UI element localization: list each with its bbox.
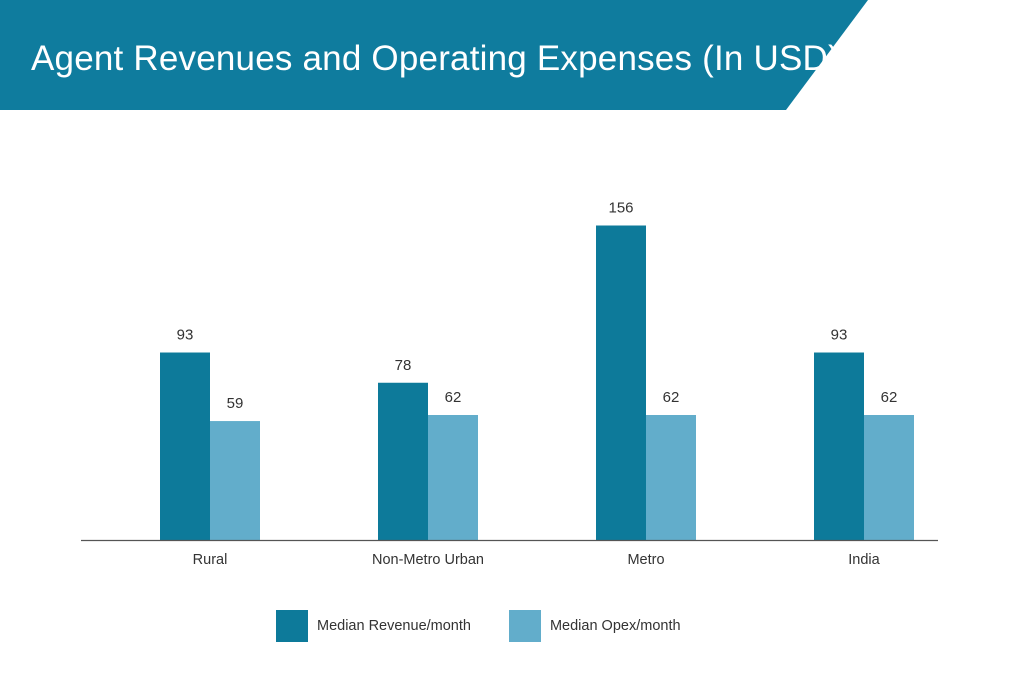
data-label-opex-0: 59 [227, 395, 244, 412]
chart-title: Agent Revenues and Operating Expenses (I… [31, 39, 840, 78]
data-label-opex-1: 62 [445, 389, 462, 406]
bar-opex-1 [428, 415, 478, 540]
bar-opex-0 [210, 421, 260, 540]
data-label-revenue-2: 156 [608, 200, 633, 217]
data-label-revenue-3: 93 [831, 327, 848, 344]
data-label-revenue-1: 78 [395, 357, 412, 374]
title-banner-shape [0, 0, 868, 110]
data-label-opex-3: 62 [881, 389, 898, 406]
title-banner-polygon [0, 0, 868, 110]
chart-legend: Median Revenue/month Median Opex/month [276, 610, 719, 642]
legend-item-revenue: Median Revenue/month [276, 610, 471, 642]
bar-opex-3 [864, 415, 914, 540]
x-tick-label-3: India [848, 552, 880, 568]
legend-swatch-opex [508, 610, 541, 642]
data-label-opex-2: 62 [663, 389, 680, 406]
x-tick-label-0: Rural [193, 552, 228, 568]
x-tick-label-2: Metro [627, 552, 664, 568]
x-tick-label-1: Non-Metro Urban [372, 552, 484, 568]
bar-revenue-2 [596, 225, 646, 540]
legend-label-opex: Median Opex/month [549, 618, 681, 634]
legend-swatch-revenue [276, 610, 308, 642]
bar-revenue-1 [378, 382, 428, 540]
bar-revenue-3 [814, 352, 864, 540]
title-banner: Agent Revenues and Operating Expenses (I… [0, 0, 868, 110]
data-label-revenue-0: 93 [177, 327, 194, 344]
bar-revenue-0 [160, 352, 210, 540]
bar-opex-2 [646, 415, 696, 540]
legend-label-revenue: Median Revenue/month [317, 618, 471, 634]
legend-item-opex: Median Opex/month [508, 610, 681, 642]
